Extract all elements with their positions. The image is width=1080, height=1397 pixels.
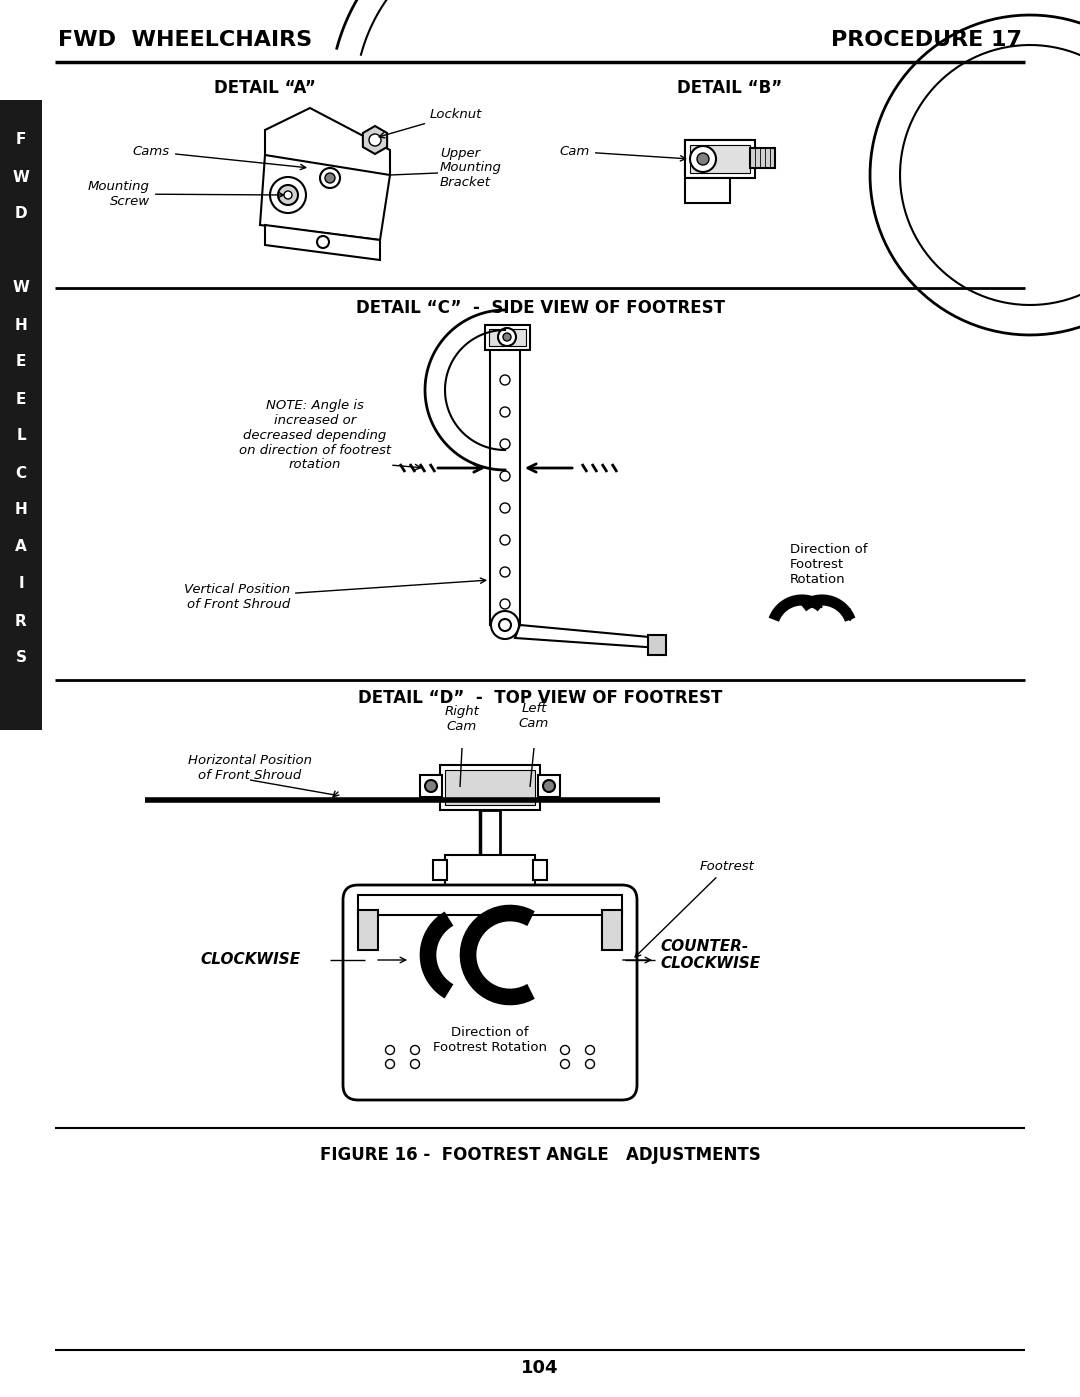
Circle shape [410,1045,419,1055]
Circle shape [500,503,510,513]
Bar [534,861,546,880]
Circle shape [500,535,510,545]
Circle shape [498,328,516,346]
Text: L: L [16,429,26,443]
Text: FIGURE 16 -  FOOTREST ANGLE   ADJUSTMENTS: FIGURE 16 - FOOTREST ANGLE ADJUSTMENTS [320,1146,760,1164]
Text: COUNTER-
CLOCKWISE: COUNTER- CLOCKWISE [660,939,760,971]
Text: Cams: Cams [133,145,306,169]
Circle shape [500,439,510,448]
Text: H: H [15,503,27,517]
Text: NOTE: Angle is
increased or
decreased depending
on direction of footrest
rotatio: NOTE: Angle is increased or decreased de… [239,398,391,472]
Polygon shape [265,108,390,175]
Text: F: F [16,133,26,148]
Circle shape [585,1059,594,1069]
Circle shape [386,1059,394,1069]
Polygon shape [515,624,660,648]
Circle shape [500,471,510,481]
Bar [440,766,540,810]
Polygon shape [363,126,387,154]
Text: Cam: Cam [559,145,686,161]
Polygon shape [260,155,390,240]
Text: FWD  WHEELCHAIRS: FWD WHEELCHAIRS [58,29,312,50]
Text: S: S [15,651,27,665]
Bar [357,909,378,950]
Circle shape [561,1045,569,1055]
Text: C: C [15,465,27,481]
Circle shape [278,184,298,205]
Bar [485,326,530,351]
Bar [690,145,750,173]
Circle shape [499,619,511,631]
Circle shape [543,780,555,792]
Bar [490,345,519,624]
FancyBboxPatch shape [343,886,637,1099]
Bar [685,177,730,203]
Text: E: E [16,391,26,407]
Text: D: D [15,207,27,222]
Circle shape [270,177,306,212]
Circle shape [500,567,510,577]
Text: Horizontal Position
of Front Shroud: Horizontal Position of Front Shroud [188,754,312,782]
Circle shape [561,1059,569,1069]
Text: E: E [16,355,26,369]
Circle shape [503,332,511,341]
Circle shape [500,407,510,416]
Circle shape [500,599,510,609]
Text: DETAIL “D”  -  TOP VIEW OF FOOTREST: DETAIL “D” - TOP VIEW OF FOOTREST [357,689,723,707]
Text: Mounting
Screw: Mounting Screw [89,180,284,208]
Text: Direction of
Footrest
Rotation: Direction of Footrest Rotation [789,543,867,587]
Text: DETAIL “C”  -  SIDE VIEW OF FOOTREST: DETAIL “C” - SIDE VIEW OF FOOTREST [355,299,725,317]
Bar [685,140,755,177]
Circle shape [318,236,329,249]
Bar [685,140,750,175]
Circle shape [690,147,716,172]
Bar [538,775,561,798]
Text: I: I [18,577,24,591]
Circle shape [500,374,510,386]
Text: Vertical Position
of Front Shroud: Vertical Position of Front Shroud [184,578,486,610]
Bar [445,770,535,805]
Circle shape [410,1059,419,1069]
Text: DETAIL “B”: DETAIL “B” [677,80,783,96]
Polygon shape [265,225,380,260]
Text: Direction of
Footrest Rotation: Direction of Footrest Rotation [433,1025,546,1053]
Text: 104: 104 [522,1359,558,1377]
Circle shape [491,610,519,638]
Text: H: H [15,317,27,332]
Text: CLOCKWISE: CLOCKWISE [200,953,300,968]
Text: W: W [13,281,29,296]
Circle shape [369,134,381,147]
Text: A: A [15,539,27,555]
Bar [433,861,447,880]
Bar [357,895,622,915]
Bar [489,330,526,346]
Bar [648,636,666,655]
Text: R: R [15,613,27,629]
Circle shape [386,1045,394,1055]
Circle shape [325,173,335,183]
Text: Upper
Mounting
Bracket: Upper Mounting Bracket [440,147,502,190]
Bar [445,855,535,886]
Bar [750,148,775,168]
Text: Left
Cam: Left Cam [518,703,549,731]
Circle shape [284,191,292,198]
Bar [0,101,42,731]
Text: Footrest: Footrest [635,861,755,957]
Circle shape [585,1045,594,1055]
Text: Locknut: Locknut [379,108,483,138]
Text: Right
Cam: Right Cam [445,705,480,733]
Text: DETAIL “A”: DETAIL “A” [214,80,316,96]
Text: PROCEDURE 17: PROCEDURE 17 [831,29,1022,50]
Text: W: W [13,169,29,184]
Bar [420,775,442,798]
Circle shape [320,168,340,189]
Circle shape [697,154,708,165]
Bar [602,909,622,950]
Circle shape [426,780,437,792]
